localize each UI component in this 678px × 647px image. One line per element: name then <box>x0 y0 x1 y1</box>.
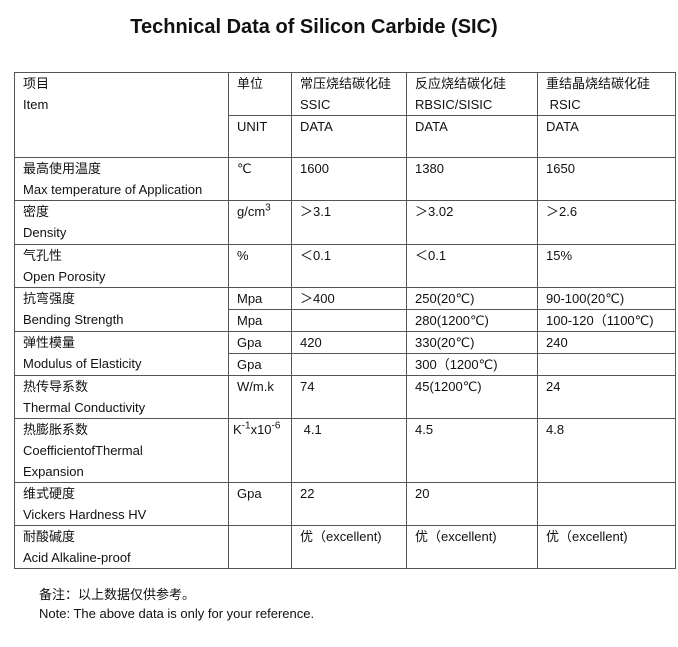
note-cn: 备注：以上数据仅供参考。 <box>39 587 196 602</box>
value-cell: 90-100(20℃) <box>537 287 676 310</box>
unit-cell: K-1x10-6 <box>228 418 292 483</box>
table-row: 密度 Density g/cm3 ＞3.1 ＞3.02 ＞2.6 <box>14 200 676 245</box>
table-row: 气孔性 Open Porosity % ＜0.1 ＜0.1 15% <box>14 244 676 288</box>
value-cell <box>537 482 676 526</box>
item-cell: 弹性模量 Modulus of Elasticity <box>14 331 229 376</box>
value-cell: 20 <box>406 482 538 526</box>
value-cell: 24 <box>537 375 676 419</box>
table-row: 耐酸碱度 Acid Alkaline-proof 优（excellent) 优（e… <box>14 525 676 569</box>
table-row: 热膨胀系数 CoefficientofThermal Expansion K-1x1… <box>14 418 676 483</box>
value-cell: ＞400 <box>291 287 407 310</box>
table-row: 抗弯强度 Bending Strength Mpa ＞400 250(20℃) 9… <box>14 287 676 332</box>
item-cell: 抗弯强度 Bending Strength <box>14 287 229 332</box>
table-row: 最高使用温度 Max temperature of Application ℃ 1… <box>14 157 676 201</box>
page-title: Technical Data of Silicon Carbide (SIC) <box>130 16 498 38</box>
unit-cell: Gpa <box>228 331 292 354</box>
value-cell: 优（excellent) <box>537 525 676 569</box>
value-cell: 300（1200℃) <box>406 353 538 376</box>
table-row: 弹性模量 Modulus of Elasticity Gpa 420 330(20… <box>14 331 676 376</box>
table-row: 维式硬度 Vickers Hardness HV Gpa 22 20 <box>14 482 676 526</box>
unit-cell: Mpa <box>228 287 292 310</box>
unit-cell: % <box>228 244 292 288</box>
item-cell: 气孔性 Open Porosity <box>14 244 229 288</box>
value-cell: 45(1200℃) <box>406 375 538 419</box>
value-cell: 1650 <box>537 157 676 201</box>
unit-cell: Gpa <box>228 353 292 376</box>
unit-header-en: UNIT <box>228 115 292 158</box>
value-cell: 1380 <box>406 157 538 201</box>
col-header-rbsic: 反应烧结碳化硅 RBSIC/SISIC <box>406 72 538 116</box>
header-subrow: UNIT DATA DATA DATA <box>15 115 676 158</box>
header-row: 项目 Item 单位 常压烧结碳化硅 SSIC 反应烧结碳化硅 RBSIC/SISIC… <box>14 72 676 158</box>
value-cell: 优（excellent) <box>291 525 407 569</box>
value-cell: 4.1 <box>291 418 407 483</box>
value-cell: 250(20℃) <box>406 287 538 310</box>
value-cell: 优（excellent) <box>406 525 538 569</box>
value-cell: 15% <box>537 244 676 288</box>
unit-cell: W/m.k <box>228 375 292 419</box>
data-label: DATA <box>406 115 538 158</box>
technical-data-table: 项目 Item 单位 常压烧结碳化硅 SSIC 反应烧结碳化硅 RBSIC/SISIC… <box>14 72 676 569</box>
unit-cell <box>228 525 292 569</box>
item-cell: 密度 Density <box>14 200 229 245</box>
value-cell: 22 <box>291 482 407 526</box>
value-cell: ＜0.1 <box>291 244 407 288</box>
data-label: DATA <box>537 115 676 158</box>
value-cell: 100-120（1100℃) <box>537 309 676 332</box>
value-cell: 280(1200℃) <box>406 309 538 332</box>
value-cell <box>291 353 407 376</box>
value-cell: 420 <box>291 331 407 354</box>
value-cell: ＜0.1 <box>406 244 538 288</box>
item-cell: 维式硬度 Vickers Hardness HV <box>14 482 229 526</box>
value-cell: ＞3.02 <box>406 200 538 245</box>
item-cell: 最高使用温度 Max temperature of Application <box>14 157 229 201</box>
item-cell: 耐酸碱度 Acid Alkaline-proof <box>14 525 229 569</box>
value-cell: ＞3.1 <box>291 200 407 245</box>
value-cell: 4.8 <box>537 418 676 483</box>
value-cell: 240 <box>537 331 676 354</box>
data-label: DATA <box>291 115 407 158</box>
unit-header-cn: 单位 <box>228 72 292 116</box>
table-row: 热传导系数 Thermal Conductivity W/m.k 74 45(12… <box>14 375 676 419</box>
unit-cell: Gpa <box>228 482 292 526</box>
value-cell: 74 <box>291 375 407 419</box>
unit-cell: ℃ <box>228 157 292 201</box>
value-cell: ＞2.6 <box>537 200 676 245</box>
item-cell: 热传导系数 Thermal Conductivity <box>14 375 229 419</box>
value-cell: 330(20℃) <box>406 331 538 354</box>
value-cell: 1600 <box>291 157 407 201</box>
value-cell: 4.5 <box>406 418 538 483</box>
col-header-ssic: 常压烧结碳化硅 SSIC <box>291 72 407 116</box>
value-cell <box>291 309 407 332</box>
value-cell <box>537 353 676 376</box>
note-en: Note: The above data is only for your re… <box>39 606 315 621</box>
item-header: 项目 Item <box>14 72 229 158</box>
table-row: Mpa 280(1200℃) 100-120（1100℃) <box>15 309 676 332</box>
unit-cell: g/cm3 <box>228 200 292 245</box>
item-cell: 热膨胀系数 CoefficientofThermal Expansion <box>14 418 229 483</box>
col-header-rsic: 重结晶烧结碳化硅 RSIC <box>537 72 676 116</box>
unit-cell: Mpa <box>228 309 292 332</box>
